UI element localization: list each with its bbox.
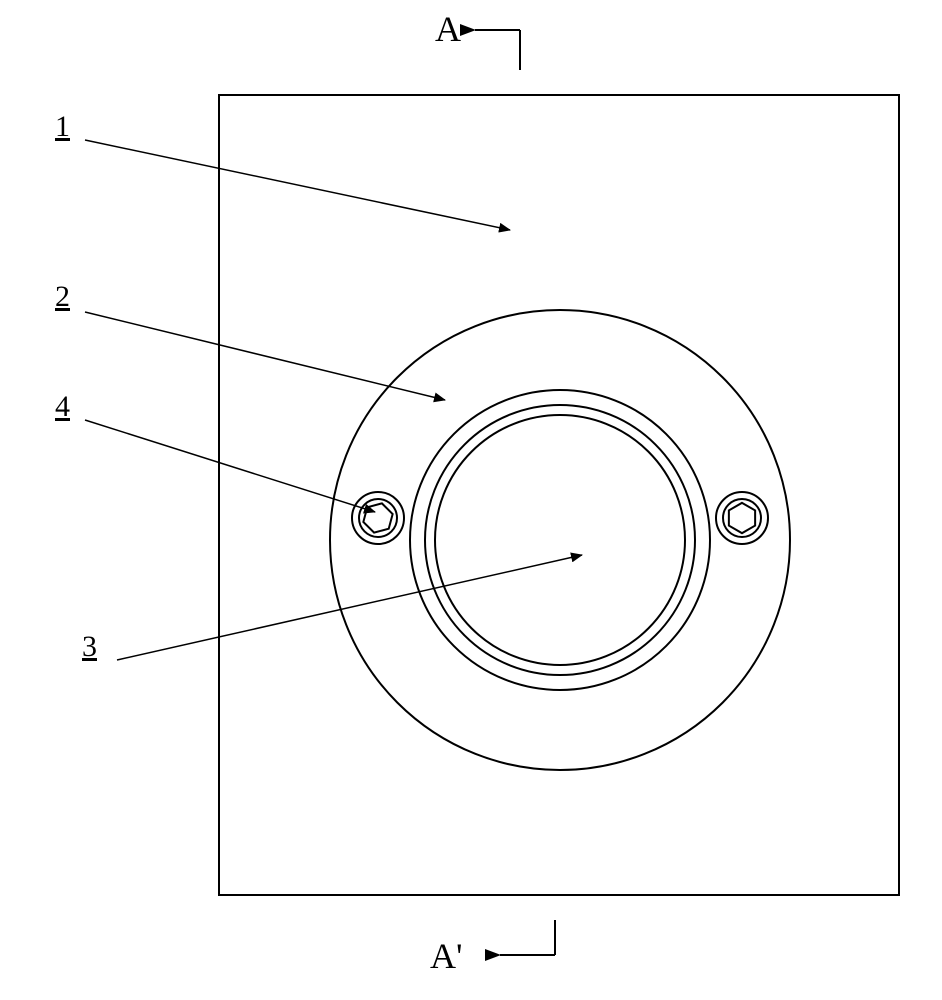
callout-line-3 — [117, 555, 582, 660]
flange-mid-1 — [410, 390, 710, 690]
flange-outer — [330, 310, 790, 770]
section-mark-top — [475, 30, 520, 70]
callout-line-1 — [85, 140, 510, 230]
callout-line-4 — [85, 420, 375, 512]
section-mark-bottom — [500, 920, 555, 955]
callout-label-2: 2 — [55, 280, 70, 314]
callout-line-2 — [85, 312, 445, 400]
bolt-hex-left — [361, 500, 394, 536]
section-label-top: A — [435, 8, 461, 50]
flange-mid-2 — [425, 405, 695, 675]
callout-label-1: 1 — [55, 110, 70, 144]
bolt-right — [716, 492, 768, 544]
flange-inner — [435, 415, 685, 665]
bolt-left — [352, 492, 404, 544]
section-label-bottom: A' — [430, 935, 462, 977]
technical-drawing — [0, 0, 942, 1000]
callout-label-4: 4 — [55, 390, 70, 424]
bolt-hex-right — [729, 503, 755, 533]
callout-label-3: 3 — [82, 630, 97, 664]
